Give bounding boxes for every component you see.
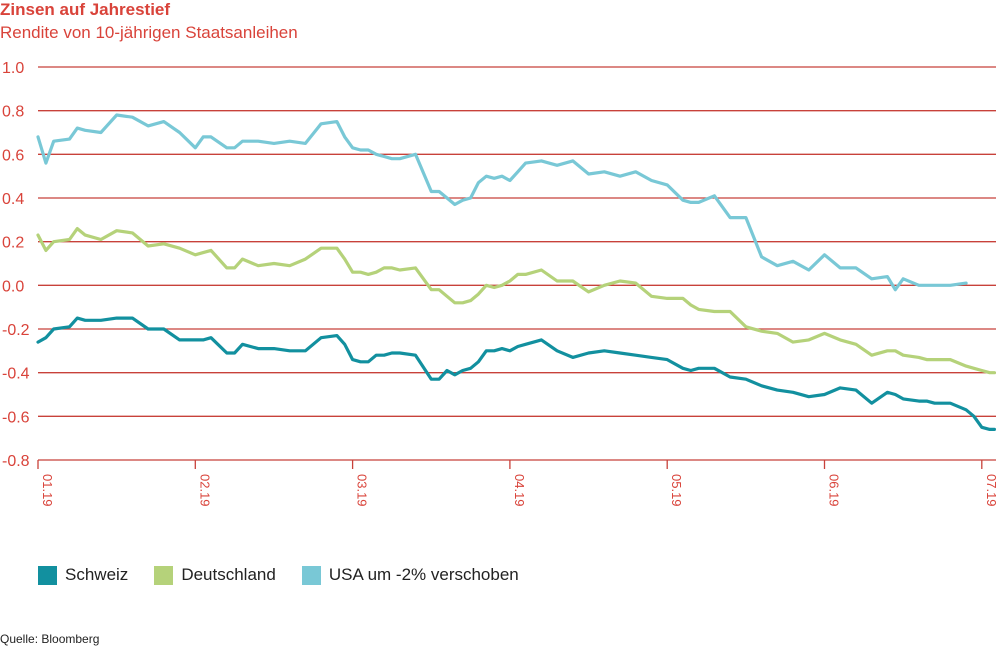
x-tick-labels: 01.19 02.19 03.19 04.19 05.19 06.19 07.19: [37, 460, 999, 507]
line-chart: 1.0 0.8 0.6 0.4 0.2 0.0 -0.2 -0.4 -0.6 -0.8 01.19…: [2, 60, 999, 507]
legend-label-usa: USA um -2% verschoben: [328, 565, 519, 584]
x-tick-label: 02.19: [197, 474, 212, 507]
legend-swatch-schweiz: [38, 565, 57, 585]
y-tick-label: 0.2: [2, 235, 24, 252]
legend-item-schweiz: Schweiz: [38, 565, 128, 585]
source-note: Quelle: Bloomberg: [0, 632, 100, 646]
y-tick-label: 0.0: [2, 278, 24, 295]
x-tick-label: 06.19: [827, 474, 842, 507]
legend-swatch-usa: [301, 565, 321, 585]
y-tick-label: 0.4: [2, 191, 24, 208]
y-tick-label: 0.8: [2, 104, 24, 121]
legend-item-usa: USA um -2% verschoben: [301, 565, 519, 585]
y-tick-label: -0.8: [2, 453, 30, 470]
x-tick-label: 07.19: [984, 474, 999, 507]
usa-line: [36, 113, 968, 292]
y-tick-label: -0.4: [2, 366, 30, 383]
legend: Schweiz Deutschland USA um -2% verschobe…: [38, 565, 545, 585]
schweiz-line: [36, 316, 997, 431]
y-tick-labels: 1.0 0.8 0.6 0.4 0.2 0.0 -0.2 -0.4 -0.6 -0.8: [2, 60, 30, 470]
x-tick-label: 04.19: [512, 474, 527, 507]
x-tick-label: 01.19: [40, 474, 55, 507]
legend-item-deutschland: Deutschland: [154, 565, 276, 585]
y-tick-label: -0.6: [2, 409, 30, 426]
x-tick-label: 05.19: [669, 474, 684, 507]
x-tick-label: 03.19: [355, 474, 370, 507]
legend-swatch-deutschland: [154, 565, 174, 585]
chart-title: Zinsen auf Jahrestief: [0, 0, 171, 19]
series-lines: [36, 113, 997, 431]
y-tick-label: -0.2: [2, 322, 30, 339]
legend-label-schweiz: Schweiz: [65, 565, 129, 584]
y-tick-label: 0.6: [2, 147, 24, 164]
deutschland-line: [36, 227, 997, 375]
grid-lines: [38, 66, 996, 461]
y-tick-label: 1.0: [2, 60, 24, 77]
chart-subtitle: Rendite von 10-jährigen Staatsanleihen: [0, 23, 298, 42]
legend-label-deutschland: Deutschland: [181, 565, 276, 584]
